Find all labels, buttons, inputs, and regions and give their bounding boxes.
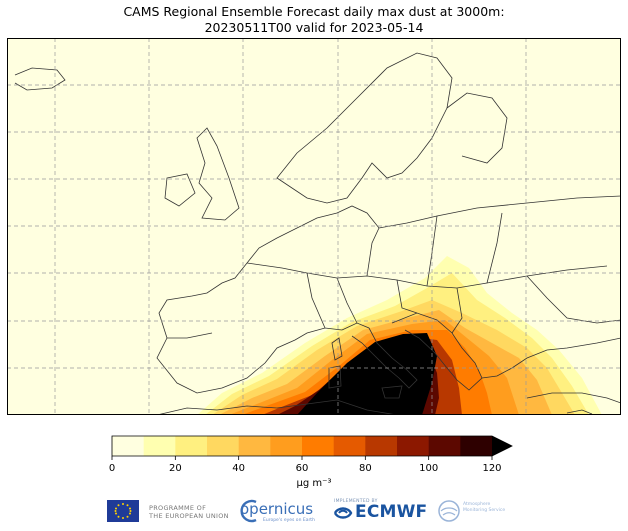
colorbar-swatch: [302, 436, 334, 456]
colorbar-swatch: [175, 436, 208, 456]
title-line-2: 20230511T00 valid for 2023-05-14: [204, 20, 424, 35]
colorbar-swatch: [143, 436, 176, 456]
dust-map: [7, 38, 621, 415]
colorbar-swatch: [365, 436, 398, 456]
eu-text-line-2: THE EUROPEAN UNION: [149, 512, 229, 520]
coastlines: [14, 52, 621, 415]
atmosphere-monitoring-text: Atmosphere Monitoring Service: [463, 502, 505, 514]
colorbar-outline: [111, 435, 513, 457]
colorbar-swatch: [428, 436, 461, 456]
colorbar-ticks: 0 20 40 60 80 100 120: [109, 456, 502, 474]
eu-programme-text: PROGRAMME OF THE EUROPEAN UNION: [149, 504, 229, 520]
colorbar-swatch: [207, 436, 239, 456]
colorbar-swatch: [397, 436, 429, 456]
ecmwf-swirl-icon: [333, 507, 353, 519]
logo-strip: PROGRAMME OF THE EUROPEAN UNION opernicu…: [0, 494, 628, 531]
atmo-text-line-1: Atmosphere: [463, 502, 491, 507]
colorbar-swatch: [270, 436, 303, 456]
colorbar-boxes: [111, 435, 513, 457]
colorbar-tick-label: 40: [232, 463, 245, 474]
colorbar-tick-label: 80: [359, 463, 372, 474]
colorbar-unit-label: μg m⁻³: [296, 478, 332, 489]
map-frame: [7, 38, 621, 415]
dust-level-120: [297, 333, 437, 415]
colorbar: 0 20 40 60 80 100 120: [109, 435, 513, 474]
colorbar-swatch: [460, 436, 493, 456]
colorbar-tick-label: 120: [482, 463, 501, 474]
colorbar-swatch: [238, 436, 271, 456]
colorbar-swatch: [333, 436, 366, 456]
map-title: CAMS Regional Ensemble Forecast daily ma…: [0, 4, 628, 36]
colorbar-tick-label: 100: [419, 463, 438, 474]
colorbar-swatch: [112, 436, 144, 456]
colorbar-tick-label: 60: [296, 463, 309, 474]
title-line-1: CAMS Regional Ensemble Forecast daily ma…: [123, 4, 505, 19]
eu-flag-icon: [107, 500, 139, 522]
atmosphere-monitoring-icon: [438, 500, 460, 522]
colorbar-extend-max: [492, 436, 512, 456]
dust-field: [197, 256, 602, 415]
copernicus-c-icon: [240, 499, 257, 523]
ecmwf-implemented-by: IMPLEMENTED BY: [334, 499, 378, 504]
gridlines: [7, 38, 621, 415]
colorbar-tick-label: 0: [109, 463, 115, 474]
copernicus-logo-text: opernicus: [240, 500, 314, 518]
colorbar-tick-label: 20: [169, 463, 182, 474]
atmo-text-line-2: Monitoring Service: [463, 508, 506, 513]
eu-text-line-1: PROGRAMME OF: [149, 504, 207, 512]
copernicus-tagline: Europe's eyes on Earth: [263, 518, 315, 523]
ecmwf-logo-text: ECMWF: [355, 502, 428, 522]
